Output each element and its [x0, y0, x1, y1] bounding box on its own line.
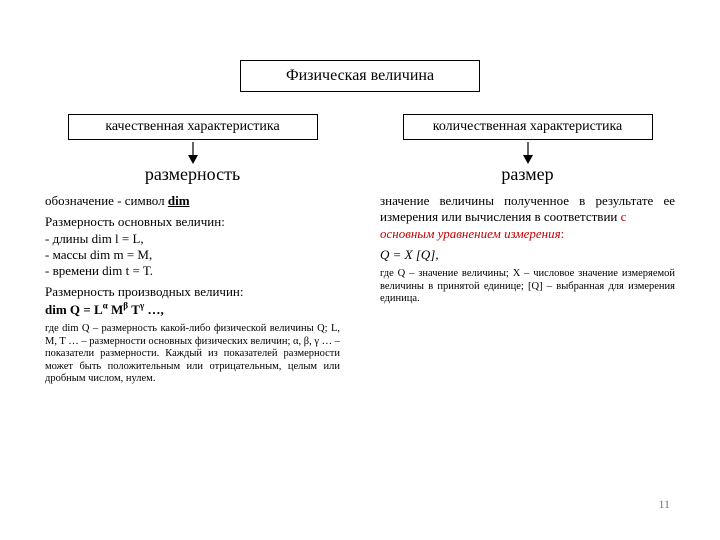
right-p2-text: Q = X [Q],: [380, 247, 439, 262]
right-heading: размер: [380, 164, 675, 185]
right-p1b: с: [621, 209, 627, 224]
right-column: количественная характеристика размер зна…: [380, 114, 675, 391]
left-p3-block: Размерность производных величин: dim Q =…: [45, 284, 340, 318]
right-body: значение величины полученное в результат…: [380, 193, 675, 306]
left-p2c: - времени dim t = T.: [45, 263, 153, 278]
right-p2: Q = X [Q],: [380, 247, 675, 263]
page-number: 11: [658, 497, 670, 512]
left-p3a: dim Q = Lα Mβ Tγ …,: [45, 302, 164, 317]
right-sub-box: количественная характеристика: [403, 114, 653, 140]
left-small: где dim Q – размерность какой-либо физич…: [45, 323, 340, 386]
columns-row: качественная характеристика размерность …: [45, 114, 675, 391]
left-sub-box: качественная характеристика: [68, 114, 318, 140]
left-p2b: - массы dim m = M,: [45, 247, 152, 262]
top-box: Физическая величина: [240, 60, 480, 92]
right-p1a: значение величины полученное в результат…: [380, 193, 675, 224]
arrow-down-icon: [380, 142, 675, 164]
left-p2-block: Размерность основных величин: - длины di…: [45, 214, 340, 279]
left-column: качественная характеристика размерность …: [45, 114, 340, 391]
right-small: где Q – значение величины; X – числовое …: [380, 268, 675, 306]
left-heading: размерность: [45, 164, 340, 185]
left-p1-dim: dim: [168, 193, 190, 208]
left-body: обозначение - символ dim Размерность осн…: [45, 193, 340, 386]
left-p1: обозначение - символ dim: [45, 193, 340, 209]
arrow-down-icon: [45, 142, 340, 164]
right-p1c: основным уравнением измерения: [380, 226, 561, 241]
left-p1-pre: обозначение - символ: [45, 193, 168, 208]
left-p3: Размерность производных величин:: [45, 284, 243, 299]
right-p1: значение величины полученное в результат…: [380, 193, 675, 242]
right-p1d: :: [561, 226, 565, 241]
left-p2a: - длины dim l = L,: [45, 231, 144, 246]
left-p2: Размерность основных величин:: [45, 214, 225, 229]
